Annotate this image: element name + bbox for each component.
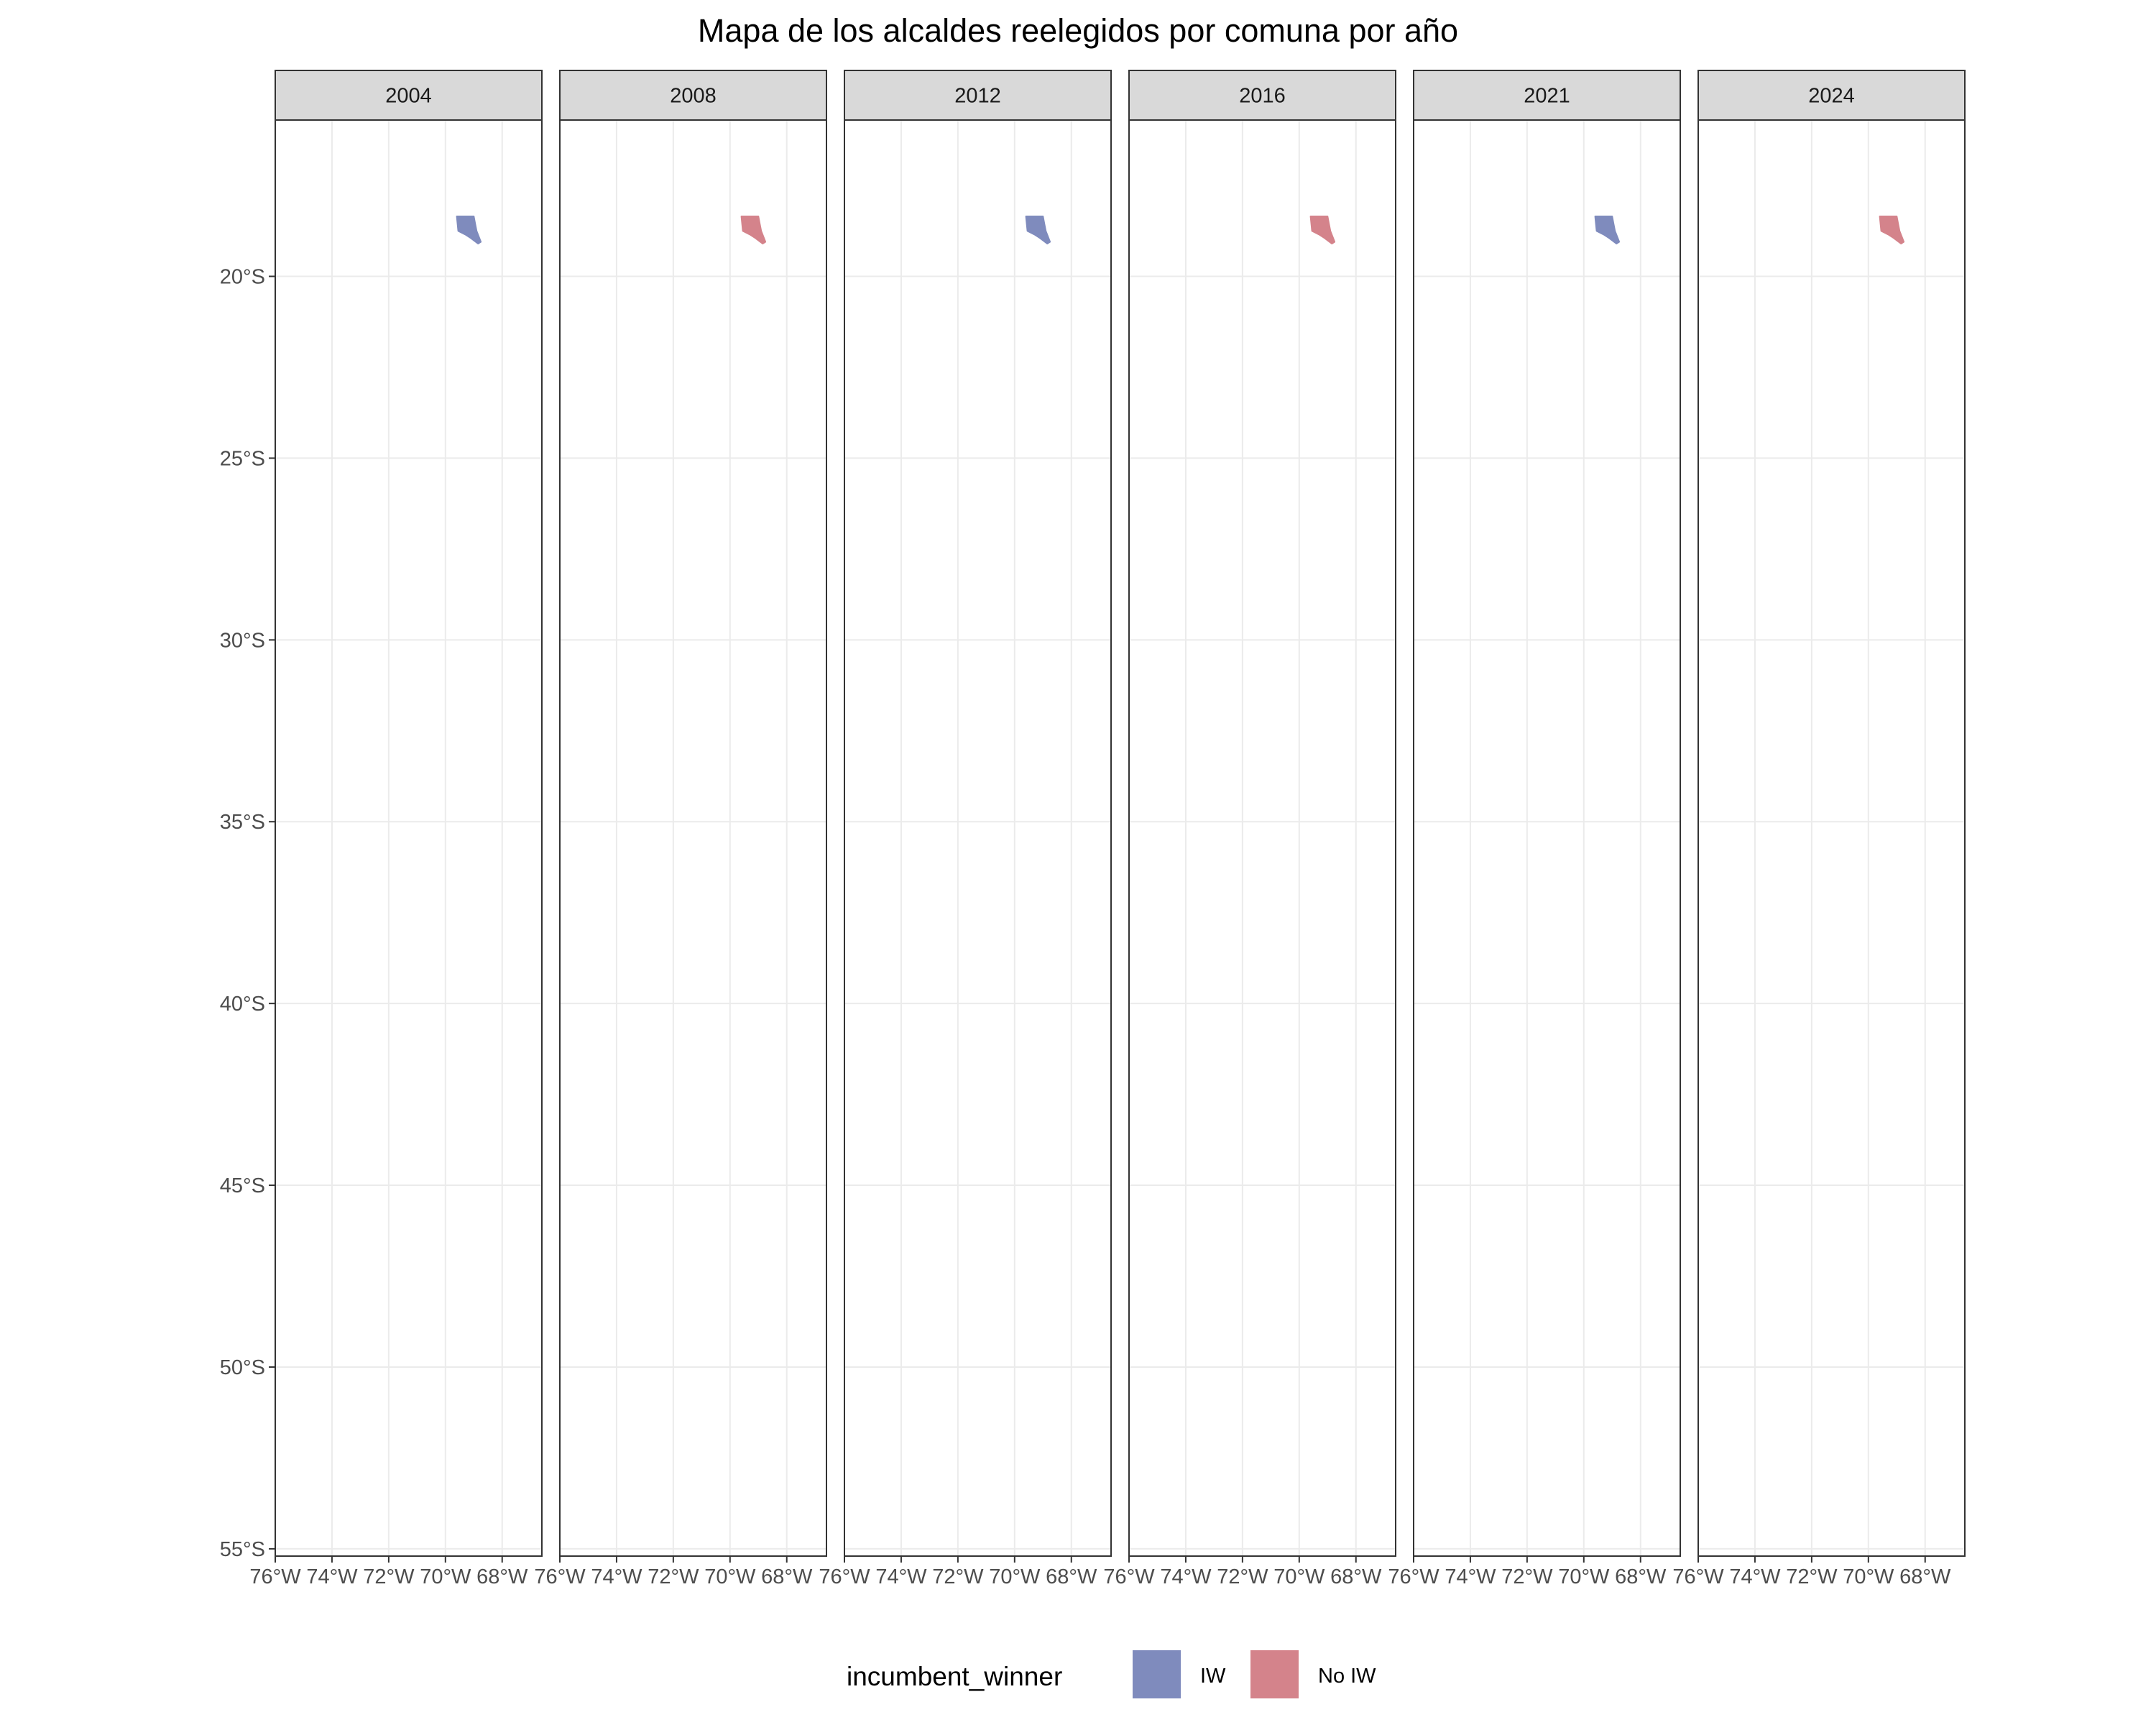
x-tick-label: 74°W <box>875 1565 927 1588</box>
facet-strip-label: 2021 <box>1524 85 1570 108</box>
x-tick-label: 76°W <box>534 1565 586 1588</box>
x-tick-label: 74°W <box>1160 1565 1212 1588</box>
facet-panel-2016: 2016 76°W 74°W 72°W 70°W 68°W <box>1103 70 1396 1588</box>
panel-background <box>1414 120 1680 1556</box>
legend-key-iw <box>1133 1650 1181 1698</box>
x-tick-label: 68°W <box>476 1565 528 1588</box>
legend-label: No IW <box>1318 1665 1376 1688</box>
x-tick-label: 70°W <box>1843 1565 1894 1588</box>
x-tick-label: 68°W <box>1899 1565 1951 1588</box>
legend-title: incumbent_winner <box>847 1662 1062 1691</box>
x-tick-label: 68°W <box>1330 1565 1382 1588</box>
y-tick-label: 20°S <box>220 266 265 289</box>
region-shape-2008 <box>740 216 767 244</box>
y-tick-label: 35°S <box>220 811 265 834</box>
region-shape-2016 <box>1309 216 1336 244</box>
facet-strip-label: 2008 <box>670 85 717 108</box>
x-tick-label: 68°W <box>1615 1565 1667 1588</box>
x-tick-label: 72°W <box>932 1565 984 1588</box>
x-tick-label: 68°W <box>761 1565 813 1588</box>
y-tick-label: 45°S <box>220 1174 265 1197</box>
y-tick-label: 50°S <box>220 1356 265 1379</box>
x-tick-label: 72°W <box>648 1565 699 1588</box>
y-tick-label: 25°S <box>220 447 265 470</box>
x-tick-label: 72°W <box>1786 1565 1838 1588</box>
x-tick-label: 70°W <box>704 1565 756 1588</box>
y-tick-label: 30°S <box>220 629 265 652</box>
x-tick-label: 74°W <box>1729 1565 1781 1588</box>
facet-strip <box>1128 70 1396 121</box>
region-shape-2024 <box>1879 216 1905 244</box>
x-tick-label: 70°W <box>989 1565 1041 1588</box>
chart-title: Mapa de los alcaldes reelegidos por comu… <box>698 12 1458 49</box>
region-shape-2021 <box>1594 216 1621 244</box>
panel-background <box>1698 120 1965 1556</box>
x-tick-label: 72°W <box>363 1565 415 1588</box>
facet-strip <box>275 70 543 121</box>
facet-strip <box>1413 70 1681 121</box>
x-tick-label: 68°W <box>1046 1565 1097 1588</box>
facet-strip-label: 2024 <box>1808 85 1855 108</box>
facet-panel-2012: 2012 76°W 74°W 72°W 70°W 68°W <box>819 70 1112 1588</box>
legend-key-no-iw <box>1250 1650 1299 1698</box>
panel-background <box>1129 120 1396 1556</box>
x-tick-label: 74°W <box>306 1565 358 1588</box>
facet-panel-2008: 2008 76°W 74°W 72°W 70°W 68°W <box>534 70 827 1588</box>
x-tick-label: 76°W <box>1388 1565 1439 1588</box>
facet-strip <box>844 70 1112 121</box>
facet-strip-label: 2016 <box>1239 85 1286 108</box>
x-tick-label: 70°W <box>1273 1565 1325 1588</box>
facet-strip <box>1697 70 1966 121</box>
x-tick-label: 74°W <box>1445 1565 1496 1588</box>
y-axis: 20°S 25°S 30°S 35°S 40°S 45°S 50°S 55°S <box>220 266 275 1561</box>
panel-background <box>560 120 826 1556</box>
panel-background <box>844 120 1111 1556</box>
facet-panel-2024: 2024 76°W 74°W 72°W 70°W 68°W <box>1672 70 1966 1588</box>
legend: incumbent_winner IW No IW <box>847 1650 1376 1698</box>
x-tick-label: 76°W <box>1672 1565 1724 1588</box>
panel-background <box>275 120 542 1556</box>
y-tick-label: 55°S <box>220 1538 265 1561</box>
facet-strip-label: 2012 <box>954 85 1001 108</box>
facet-strip <box>559 70 827 121</box>
y-tick-label: 40°S <box>220 993 265 1016</box>
x-tick-label: 72°W <box>1501 1565 1553 1588</box>
region-shape-2012 <box>1025 216 1051 244</box>
region-shape-2004 <box>456 216 482 244</box>
facet-panel-2004: 2004 76°W 74°W 72°W 70°W 68°W <box>249 70 543 1588</box>
x-tick-label: 74°W <box>591 1565 642 1588</box>
x-tick-label: 76°W <box>249 1565 301 1588</box>
facet-strip-label: 2004 <box>385 85 432 108</box>
legend-label: IW <box>1200 1665 1226 1688</box>
x-tick-label: 70°W <box>1558 1565 1610 1588</box>
x-tick-label: 76°W <box>1103 1565 1155 1588</box>
facet-panel-2021: 2021 76°W 74°W 72°W 70°W 68°W <box>1388 70 1681 1588</box>
x-tick-label: 76°W <box>819 1565 870 1588</box>
x-tick-label: 70°W <box>420 1565 471 1588</box>
x-tick-label: 72°W <box>1217 1565 1268 1588</box>
